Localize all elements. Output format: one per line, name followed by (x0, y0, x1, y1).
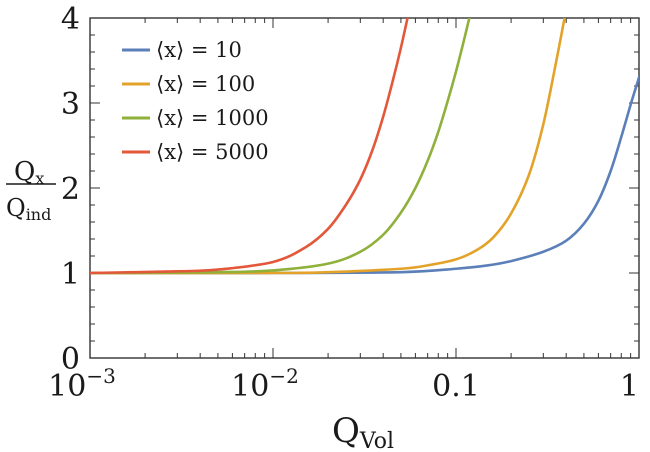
x-tick-labels: 10−3 10−2 0.1 1 (48, 364, 639, 404)
y-axis-label: Qx Qind (6, 157, 56, 224)
svg-text:Qind: Qind (6, 194, 51, 224)
series-line-1 (90, 76, 639, 275)
y-tick-label: 4 (61, 2, 80, 37)
y-label-denominator-sub: ind (26, 205, 52, 224)
series-line-3 (90, 18, 471, 275)
series-line-4 (90, 18, 409, 275)
x-label-main: Q (332, 411, 360, 451)
y-label-denominator-main: Q (6, 194, 26, 222)
series-lines (90, 18, 639, 275)
legend-label-4: ⟨x⟩ = 5000 (156, 140, 269, 164)
legend-label-2: ⟨x⟩ = 100 (156, 72, 255, 96)
svg-text:Qx: Qx (14, 157, 44, 188)
y-tick-label: 1 (61, 257, 80, 292)
x-axis-label: QVol (332, 411, 394, 452)
x-tick-label: 10−3 (48, 364, 116, 404)
x-tick-label: 10−2 (231, 364, 299, 404)
y-label-numerator-sub: x (35, 169, 44, 188)
y-tick-label: 0 (61, 342, 80, 377)
x-tick-label: 0.1 (432, 369, 480, 404)
y-label-numerator-main: Q (14, 157, 35, 187)
legend-label-1: ⟨x⟩ = 10 (156, 38, 242, 62)
y-tick-labels: 0 1 2 3 4 (61, 2, 80, 377)
legend: ⟨x⟩ = 10 ⟨x⟩ = 100 ⟨x⟩ = 1000 ⟨x⟩ = 5000 (122, 38, 269, 164)
series-line-2 (90, 18, 566, 275)
plot-frame (89, 17, 640, 359)
legend-label-3: ⟨x⟩ = 1000 (156, 106, 269, 130)
y-tick-label: 2 (61, 172, 80, 207)
x-tick-label: 1 (620, 369, 639, 404)
axis-ticks (89, 17, 639, 359)
y-tick-label: 3 (61, 87, 80, 122)
x-label-sub: Vol (359, 429, 394, 452)
